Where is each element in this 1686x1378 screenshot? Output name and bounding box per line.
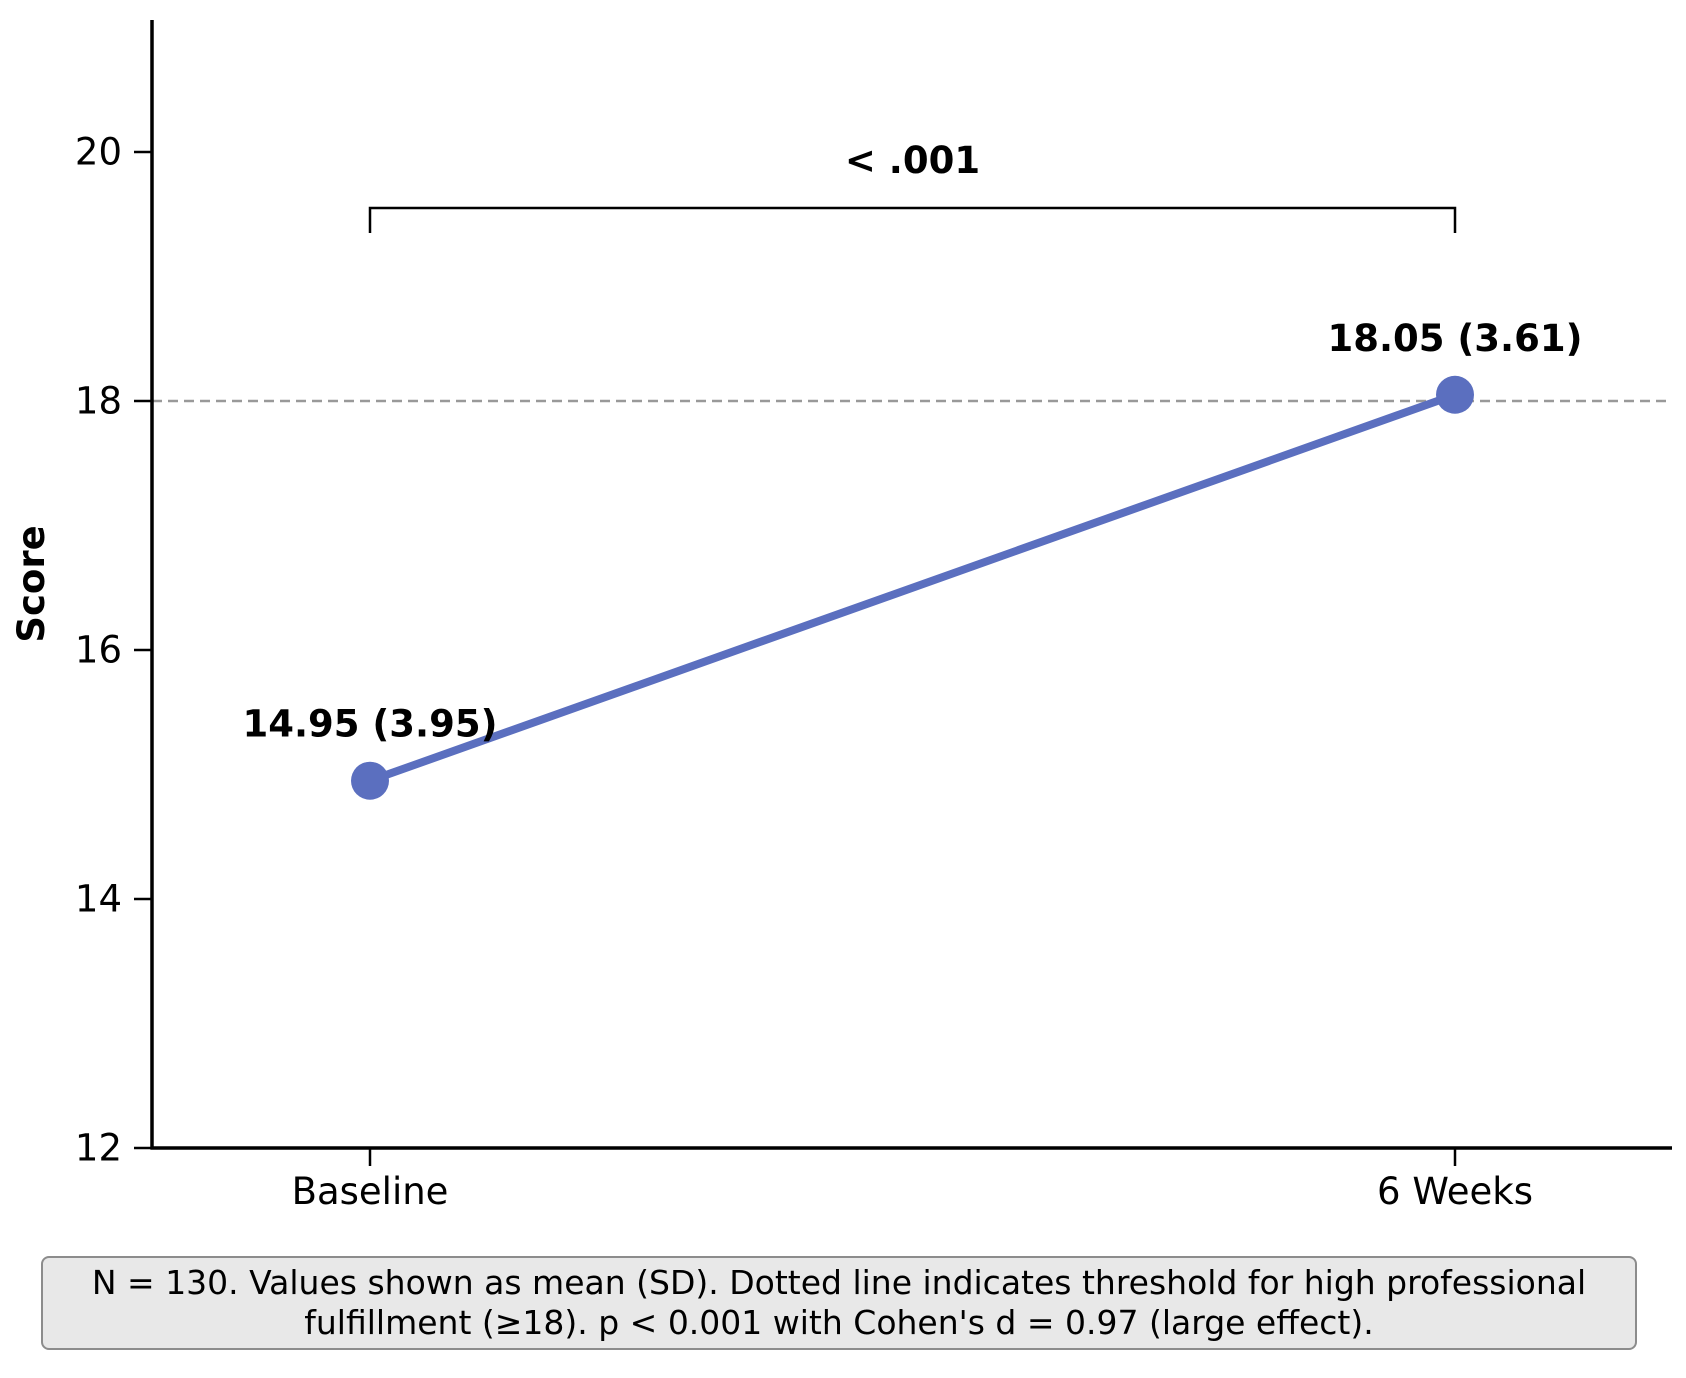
significance-bracket [368, 206, 1457, 233]
x-tick-label: 6 Weeks [1377, 1170, 1533, 1213]
data-label: 14.95 (3.95) [242, 703, 497, 746]
y-tick-label: 16 [75, 628, 122, 671]
data-label: 18.05 (3.61) [1327, 317, 1582, 360]
caption-box: N = 130. Values shown as mean (SD). Dott… [41, 1256, 1637, 1350]
significance-label: < .001 [845, 139, 980, 182]
series-line [366, 390, 1459, 785]
caption-line-2: fulfillment (≥18). p < 0.001 with Cohen'… [304, 1303, 1374, 1342]
data-point [1436, 375, 1474, 414]
x-tick-label: Baseline [292, 1170, 449, 1213]
y-tick-label: 12 [75, 1127, 122, 1170]
caption-text: N = 130. Values shown as mean (SD). Dott… [92, 1263, 1586, 1343]
y-tick-label: 18 [75, 379, 122, 422]
y-axis-title: Score [10, 525, 53, 642]
y-tick-label: 20 [75, 130, 122, 173]
data-point [351, 761, 389, 800]
caption-line-1: N = 130. Values shown as mean (SD). Dott… [91, 1263, 1587, 1302]
y-tick-label: 14 [75, 877, 122, 920]
